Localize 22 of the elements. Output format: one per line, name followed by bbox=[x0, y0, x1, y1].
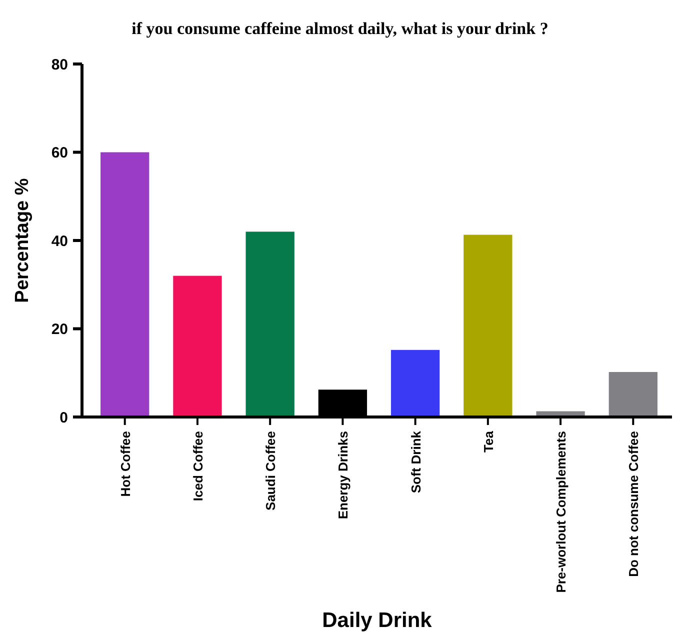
x-tick-label: Soft Drink bbox=[408, 430, 424, 494]
y-tick-label: 80 bbox=[51, 56, 68, 74]
x-tick-label: Tea bbox=[480, 430, 496, 452]
bar bbox=[246, 232, 294, 417]
bar bbox=[464, 234, 512, 417]
y-axis-title: Percentage % bbox=[12, 178, 33, 303]
x-tick-label: Iced Coffee bbox=[190, 431, 206, 502]
bar bbox=[608, 372, 658, 417]
y-tick-label: 60 bbox=[51, 144, 68, 162]
bar bbox=[173, 276, 222, 417]
chart-title: if you consume caffeine almost daily, what is your drink ? bbox=[132, 19, 548, 38]
x-tick-label: Pre-worlout Complements bbox=[554, 431, 569, 593]
x-axis-title: Daily Drink bbox=[322, 609, 432, 632]
x-tick-label: Do not consume Coffee bbox=[626, 431, 642, 577]
bar bbox=[390, 350, 440, 417]
x-tick-label: Hot Coffee bbox=[118, 431, 133, 497]
y-tick-label: 0 bbox=[60, 409, 68, 426]
bar bbox=[100, 152, 150, 417]
x-tick-label: Energy Drinks bbox=[336, 431, 351, 520]
x-tick-label: Saudi Coffee bbox=[263, 431, 278, 510]
y-tick-label: 20 bbox=[51, 321, 68, 338]
y-tick-label: 40 bbox=[51, 232, 68, 250]
